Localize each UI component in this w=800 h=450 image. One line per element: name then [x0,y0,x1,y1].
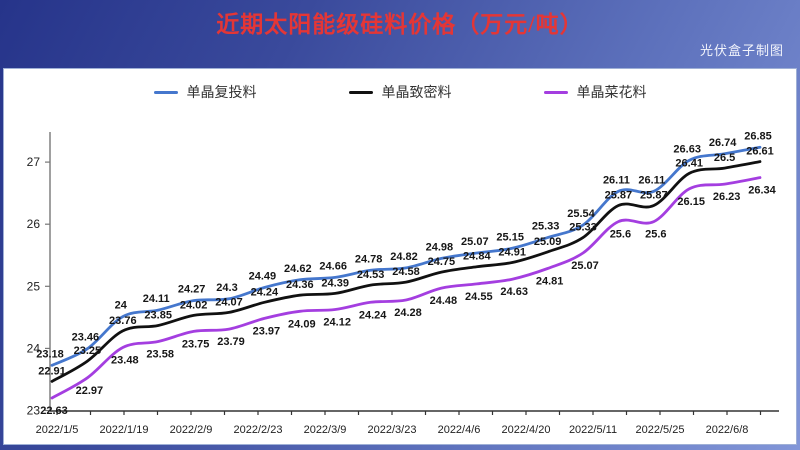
data-label-2-20: 26.34 [748,185,776,197]
data-label-2-5: 23.79 [217,336,245,348]
y-tick-label: 26 [27,217,41,231]
x-tick-label: 2022/6/8 [706,424,749,436]
data-label-1-6: 24.24 [251,286,279,298]
series-line-1 [50,160,762,383]
data-label-1-1: 23.25 [74,345,102,357]
series-line-0 [50,145,762,367]
data-label-2-14: 24.81 [536,275,564,287]
data-label-2-11: 24.48 [430,295,458,307]
data-label-0-3: 24.11 [143,293,170,305]
chart-panel [3,68,797,445]
legend-item-futouliao: 单晶复投料 [153,82,257,102]
data-label-0-0: 23.18 [36,348,64,360]
data-label-2-6: 23.97 [253,325,281,337]
data-label-2-16: 25.6 [610,229,631,241]
data-label-2-8: 24.12 [323,316,351,328]
data-label-0-5: 24.3 [216,282,237,294]
legend: 单晶复投料 单晶致密料 单晶菜花料 [0,82,800,102]
watermark-credit: 光伏盒子制图 [699,43,784,58]
data-label-0-19: 26.74 [709,137,737,149]
x-tick-label: 2022/3/9 [304,424,347,436]
data-label-2-0: 22.63 [40,405,68,417]
legend-item-zhimiliao: 单晶致密料 [348,82,452,102]
black-line-swatch-icon [348,90,373,94]
data-label-0-8: 24.66 [319,260,347,272]
y-tick-label: 23 [27,404,41,418]
data-label-1-9: 24.53 [357,269,385,281]
data-label-1-3: 23.85 [144,310,172,322]
y-tick-label: 24 [27,341,41,355]
y-tick-label: 25 [27,279,41,293]
data-label-1-13: 24.91 [498,247,526,259]
data-label-2-13: 24.63 [500,286,528,298]
data-label-0-2: 24 [115,300,128,312]
x-tick-label: 2022/3/23 [368,424,417,436]
data-label-0-6: 24.49 [249,270,277,282]
data-label-0-9: 24.78 [355,253,383,265]
data-label-1-16: 25.87 [605,190,633,202]
x-tick-label: 2022/4/20 [502,424,551,436]
data-label-2-15: 25.07 [571,260,599,272]
data-label-0-7: 24.62 [284,263,312,275]
data-label-1-15: 25.33 [569,222,597,234]
x-tick-label: 2022/1/5 [36,424,79,436]
data-label-1-0: 22.91 [38,365,66,377]
data-label-1-20: 26.61 [746,146,774,158]
data-label-2-7: 24.09 [288,318,316,330]
data-label-1-11: 24.75 [428,256,456,268]
data-label-0-15: 25.54 [567,208,595,220]
x-tick-label: 2022/5/25 [636,424,685,436]
x-tick-label: 2022/2/9 [170,424,213,436]
data-label-2-17: 25.6 [645,229,666,241]
series-line-2 [50,176,762,400]
legend-label: 单晶菜花料 [576,86,647,101]
data-label-0-16: 26.11 [603,174,630,186]
data-label-0-14: 25.33 [532,221,560,233]
data-label-1-10: 24.58 [392,266,420,278]
data-label-0-18: 26.63 [673,143,701,155]
legend-label: 单晶致密料 [381,86,452,101]
data-label-1-18: 26.41 [675,157,703,169]
legend-label: 单晶复投料 [186,86,257,101]
data-label-0-1: 23.46 [72,332,100,344]
data-label-1-14: 25.09 [534,236,562,248]
data-label-2-12: 24.55 [465,291,493,303]
purple-line-swatch-icon [543,90,568,94]
data-label-2-3: 23.58 [146,349,174,361]
x-tick-label: 2022/2/23 [234,424,283,436]
blue-line-swatch-icon [153,90,178,94]
legend-item-caihualiao: 单晶菜花料 [543,82,647,102]
header-banner: 近期太阳能级硅料价格（万元/吨） 光伏盒子制图 [0,0,800,68]
x-tick-label: 2022/4/6 [438,424,481,436]
data-label-2-2: 23.48 [111,354,139,366]
x-tick-label: 2022/1/19 [100,424,149,436]
data-label-1-7: 24.36 [286,279,314,291]
data-label-2-1: 22.97 [76,385,104,397]
y-tick-label: 27 [27,155,41,169]
data-label-1-19: 26.5 [714,152,735,164]
data-label-0-17: 26.11 [638,174,665,186]
data-label-1-4: 24.02 [180,299,208,311]
data-label-2-4: 23.75 [182,338,210,350]
data-label-1-8: 24.39 [321,277,349,289]
data-label-1-17: 25.87 [640,190,668,202]
data-label-1-5: 24.07 [215,296,243,308]
data-label-2-19: 26.23 [713,191,741,203]
data-label-2-9: 24.24 [359,309,387,321]
data-label-0-10: 24.82 [390,251,418,263]
data-label-0-12: 25.07 [461,236,489,248]
data-label-2-10: 24.28 [394,307,422,319]
page-title: 近期太阳能级硅料价格（万元/吨） [216,12,584,37]
data-label-1-12: 24.84 [463,251,491,263]
data-label-0-11: 24.98 [426,241,454,253]
data-label-1-2: 23.76 [109,315,137,327]
data-label-0-4: 24.27 [178,284,206,296]
x-tick-label: 2022/5/11 [569,424,617,436]
data-label-2-18: 26.15 [677,196,705,208]
data-label-0-20: 26.85 [744,130,772,142]
data-label-0-13: 25.15 [496,231,524,243]
